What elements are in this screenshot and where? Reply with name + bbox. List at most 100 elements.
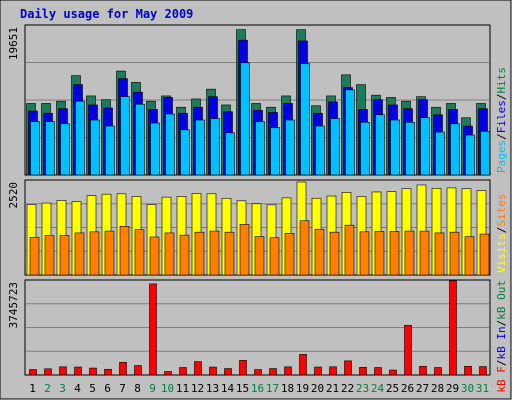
bar-kbf-day-14 — [224, 368, 232, 376]
bar-kbf-day-31 — [479, 366, 487, 376]
max-label-visits: 2520 — [7, 182, 20, 209]
bar-pages-day-22 — [345, 89, 355, 176]
bar-sites-day-22 — [344, 224, 355, 276]
bar-sites-day-1 — [29, 237, 40, 276]
legend-entry: kB F — [495, 366, 508, 393]
bar-kbf-day-15 — [239, 360, 247, 376]
bar-kbf-day-17 — [269, 368, 277, 376]
day-label-26: 26 — [401, 382, 414, 395]
legend-entry: kB Out — [495, 280, 508, 320]
bar-pages-day-3 — [60, 123, 70, 176]
day-label-1: 1 — [29, 382, 36, 395]
bar-sites-day-24 — [374, 231, 385, 276]
bar-pages-day-23 — [360, 121, 370, 176]
bar-pages-day-27 — [420, 117, 430, 176]
legend-entry: Pages — [495, 140, 508, 173]
legend-pages-files-hits: Pages/Files/Hits — [495, 67, 508, 173]
bar-sites-day-6 — [104, 230, 115, 276]
bar-sites-day-2 — [44, 235, 55, 276]
bar-pages-day-26 — [405, 121, 415, 176]
bar-sites-day-9 — [149, 236, 160, 276]
day-label-2: 2 — [44, 382, 51, 395]
day-label-10: 10 — [161, 382, 174, 395]
bar-sites-day-29 — [449, 231, 460, 276]
bar-sites-day-26 — [404, 230, 415, 276]
day-label-7: 7 — [119, 382, 126, 395]
day-label-8: 8 — [134, 382, 141, 395]
bar-kbf-day-3 — [59, 366, 67, 376]
bar-sites-day-15 — [239, 224, 250, 276]
bar-kbf-day-30 — [464, 366, 472, 376]
day-label-16: 16 — [251, 382, 264, 395]
bar-kbf-day-9 — [149, 283, 157, 376]
bar-kbf-day-18 — [284, 366, 292, 376]
bar-kbf-day-1 — [29, 369, 37, 376]
bar-kbf-day-23 — [359, 367, 367, 376]
bar-sites-day-14 — [224, 231, 235, 276]
legend-kbytes: kB F/kB In/kB Out — [495, 280, 508, 393]
bar-pages-day-9 — [150, 122, 160, 176]
bar-pages-day-12 — [195, 119, 205, 176]
bar-sites-day-31 — [479, 233, 490, 276]
bar-sites-day-7 — [119, 225, 130, 276]
bar-pages-day-10 — [165, 113, 175, 176]
bar-sites-day-27 — [419, 230, 430, 276]
bar-kbf-day-13 — [209, 366, 217, 376]
day-label-22: 22 — [341, 382, 354, 395]
bar-sites-day-30 — [464, 236, 475, 276]
bar-pages-day-17 — [270, 127, 280, 176]
bar-pages-day-20 — [315, 125, 325, 176]
day-label-6: 6 — [104, 382, 111, 395]
bar-sites-day-10 — [164, 232, 175, 276]
bar-pages-day-15 — [240, 62, 250, 176]
bar-pages-day-29 — [450, 123, 460, 176]
legend-entry: Sites — [495, 194, 508, 227]
bar-pages-day-24 — [375, 114, 385, 176]
day-label-11: 11 — [176, 382, 189, 395]
day-label-30: 30 — [461, 382, 474, 395]
day-label-19: 19 — [296, 382, 309, 395]
legend-entry: Visits — [495, 233, 508, 273]
bar-pages-day-13 — [210, 118, 220, 176]
bar-sites-day-11 — [179, 234, 190, 276]
bar-sites-day-5 — [89, 231, 100, 276]
legend-entry: / — [495, 227, 508, 234]
bar-pages-day-16 — [255, 121, 265, 176]
bar-sites-day-18 — [284, 232, 295, 276]
day-label-17: 17 — [266, 382, 279, 395]
bar-kbf-day-19 — [299, 354, 307, 376]
bar-kbf-day-24 — [374, 367, 382, 376]
bar-kbf-day-26 — [404, 325, 412, 376]
day-label-31: 31 — [476, 382, 489, 395]
bar-sites-day-17 — [269, 237, 280, 276]
bar-kbf-day-6 — [104, 368, 112, 376]
day-labels: 1 2 3 4 5 6 7 8 9 10 11 12 13 14 15 16 17 18 19 20 21 22 23 24 2… — [29, 382, 489, 395]
bar-sites-day-28 — [434, 232, 445, 276]
bar-sites-day-8 — [134, 229, 145, 276]
day-label-18: 18 — [281, 382, 294, 395]
legend-entry: kB In — [495, 326, 508, 359]
max-label-hits: 19651 — [7, 27, 20, 60]
bar-kbf-day-27 — [419, 366, 427, 376]
day-label-27: 27 — [416, 382, 429, 395]
bar-pages-day-19 — [300, 63, 310, 176]
bar-pages-day-8 — [135, 103, 145, 176]
bar-kbf-day-7 — [119, 362, 127, 376]
bar-kbf-day-5 — [89, 367, 97, 376]
day-label-14: 14 — [221, 382, 235, 395]
bar-pages-day-2 — [45, 121, 55, 176]
legend-entry: / — [495, 94, 508, 101]
bar-kbf-day-25 — [389, 369, 397, 376]
bar-pages-day-1 — [30, 121, 40, 176]
bar-sites-day-4 — [74, 232, 85, 276]
day-label-9: 9 — [149, 382, 156, 395]
bar-sites-day-16 — [254, 236, 265, 276]
bar-kbf-day-21 — [329, 366, 337, 376]
bar-sites-day-12 — [194, 231, 205, 276]
bar-pages-day-21 — [330, 118, 340, 176]
bars — [26, 29, 490, 376]
bar-kbf-day-28 — [434, 367, 442, 376]
legend-entry: / — [495, 320, 508, 327]
bar-sites-day-13 — [209, 230, 220, 276]
day-label-3: 3 — [59, 382, 66, 395]
